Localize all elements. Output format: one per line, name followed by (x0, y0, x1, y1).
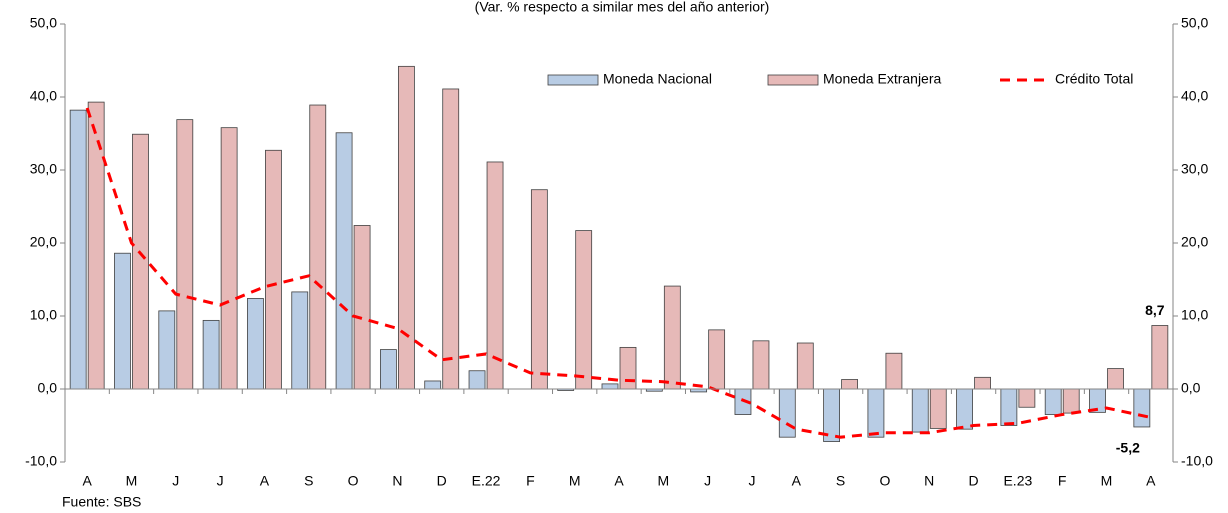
x-tick-label: D (968, 473, 978, 489)
data-label: 8,7 (1145, 302, 1165, 318)
bar (158, 310, 176, 390)
bar (176, 119, 194, 390)
x-tick-label: O (879, 473, 890, 489)
x-tick-label: A (1146, 473, 1156, 489)
line (85, 107, 1152, 439)
x-tick-label: N (392, 473, 402, 489)
x-tick-label: J (172, 473, 179, 489)
bar (379, 349, 397, 390)
bar (1044, 388, 1062, 415)
bar (424, 380, 442, 390)
x-tick-label: A (82, 473, 92, 489)
chart-subtitle: (Var. % respecto a similar mes del año a… (475, 0, 770, 15)
x-tick-label: M (569, 473, 581, 489)
y2-tick-label: 40,0 (1181, 88, 1208, 104)
y-tick-label: 0,0 (38, 380, 58, 396)
x-tick-label: D (437, 473, 447, 489)
bar (885, 352, 903, 390)
bar (69, 109, 87, 390)
legend-swatch (767, 74, 819, 86)
legend-swatch (547, 74, 599, 86)
x-tick-label: J (217, 473, 224, 489)
bar (397, 65, 415, 390)
y2-tick-label: -10,0 (1181, 453, 1213, 469)
x-tick-label: N (924, 473, 934, 489)
legend-label: Crédito Total (1055, 71, 1133, 87)
y2-tick-label: 0,0 (1181, 380, 1201, 396)
data-label: -5,2 (1116, 440, 1140, 456)
bar (619, 346, 637, 390)
x-tick-label: J (704, 473, 711, 489)
x-tick-label: F (526, 473, 535, 489)
bar (87, 101, 105, 390)
bar (132, 133, 149, 390)
bar (309, 104, 327, 390)
x-tick-label: M (657, 473, 669, 489)
bar (911, 388, 929, 433)
x-tick-label: S (836, 473, 845, 489)
bar (442, 88, 460, 390)
bar (752, 340, 770, 390)
bar (468, 370, 486, 390)
x-tick-label: F (1058, 473, 1067, 489)
bar (1062, 388, 1080, 414)
y2-tick-label: 20,0 (1181, 234, 1208, 250)
bar (601, 383, 619, 390)
bar (867, 388, 885, 438)
x-tick-label: J (748, 473, 755, 489)
source-note: Fuente: SBS (62, 494, 141, 510)
y-tick-label: 40,0 (30, 88, 57, 104)
x-tick-label: M (126, 473, 138, 489)
legend-label: Moneda Nacional (603, 71, 712, 87)
y-tick-label: 30,0 (30, 161, 57, 177)
x-tick-label: E.22 (472, 473, 501, 489)
bar (291, 291, 309, 390)
bar (929, 388, 947, 429)
bar (335, 132, 353, 390)
y2-tick-label: 50,0 (1181, 15, 1208, 31)
bar (486, 161, 504, 390)
bar (778, 388, 796, 438)
bar (956, 388, 973, 430)
bar (1000, 388, 1018, 426)
y-tick-label: -10,0 (25, 453, 57, 469)
bar (220, 127, 238, 390)
bar (841, 379, 858, 390)
bar (575, 230, 593, 390)
y2-tick-label: 30,0 (1181, 161, 1208, 177)
y-tick-label: 50,0 (30, 15, 57, 31)
bar (708, 329, 726, 390)
x-tick-label: A (260, 473, 270, 489)
bar (1018, 388, 1036, 408)
y-tick-label: 20,0 (30, 234, 57, 250)
x-tick-label: A (792, 473, 802, 489)
bar (796, 342, 814, 390)
y-tick-label: 10,0 (30, 307, 57, 323)
bar (353, 225, 371, 390)
x-tick-label: O (348, 473, 359, 489)
bar (663, 285, 681, 390)
bar (1107, 368, 1124, 390)
x-tick-label: E.23 (1003, 473, 1032, 489)
legend-label: Moneda Extranjera (823, 71, 942, 87)
bar (1151, 325, 1169, 390)
x-tick-label: M (1101, 473, 1113, 489)
bar (974, 376, 991, 390)
bar (247, 298, 264, 390)
x-tick-label: A (614, 473, 624, 489)
y2-tick-label: 10,0 (1181, 307, 1208, 323)
bar (1133, 388, 1151, 428)
bar (202, 319, 220, 390)
bar (114, 252, 131, 390)
x-tick-label: S (304, 473, 313, 489)
bar (530, 189, 548, 390)
bar (265, 149, 282, 390)
